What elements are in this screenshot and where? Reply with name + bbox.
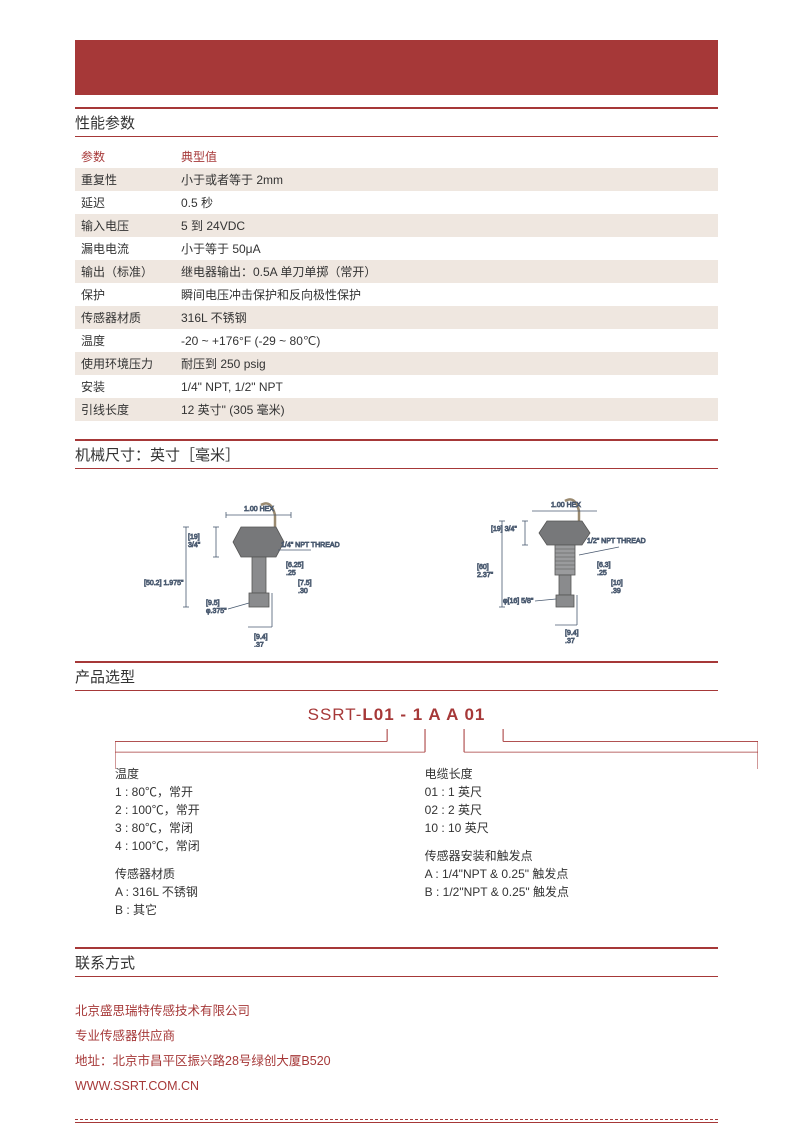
model-group: 传感器安装和触发点A : 1/4"NPT & 0.25" 触发点B : 1/2"… (425, 847, 678, 901)
spec-param: 引线长度 (75, 398, 175, 421)
model-group-title: 传感器材质 (115, 865, 368, 883)
spec-value: 继电器输出：0.5A 单刀单掷（常开） (175, 260, 718, 283)
svg-text:1.00 HEX: 1.00 HEX (244, 506, 274, 513)
model-option: 02 : 2 英尺 (425, 801, 678, 819)
table-row: 传感器材质316L 不锈钢 (75, 306, 718, 329)
svg-text:[9.5]φ.375": [9.5]φ.375" (206, 600, 227, 615)
model-option: 2 : 100℃，常开 (115, 801, 368, 819)
model-option: 1 : 80℃，常开 (115, 783, 368, 801)
spec-param: 延迟 (75, 191, 175, 214)
model-left-col: 温度1 : 80℃，常开2 : 100℃，常开3 : 80℃，常闭4 : 100… (115, 765, 368, 929)
spec-param: 传感器材质 (75, 306, 175, 329)
model-option: B : 其它 (115, 901, 368, 919)
svg-text:[60]2.37": [60]2.37" (477, 564, 494, 579)
spec-header-typ: 典型值 (175, 145, 718, 168)
model-option: 10 : 10 英尺 (425, 819, 678, 837)
table-row: 延迟0.5 秒 (75, 191, 718, 214)
spec-param: 输入电压 (75, 214, 175, 237)
spec-value: 316L 不锈钢 (175, 306, 718, 329)
spec-value: 小于或者等于 2mm (175, 168, 718, 191)
model-group-title: 温度 (115, 765, 368, 783)
spec-value: -20 ~ +176°F (-29 ~ 80℃) (175, 329, 718, 352)
spec-value: 1/4" NPT, 1/2" NPT (175, 375, 718, 398)
spec-value: 5 到 24VDC (175, 214, 718, 237)
spec-value: 12 英寸" (305 毫米) (175, 398, 718, 421)
header-bar (75, 40, 718, 95)
model-prefix: SSRT- (308, 705, 363, 724)
model-code: SSRT-L01 - 1 A A 01 (115, 705, 678, 725)
svg-text:[9.4].37: [9.4].37 (254, 634, 268, 647)
spec-value: 耐压到 250 psig (175, 352, 718, 375)
svg-text:[50.2] 1.975": [50.2] 1.975" (144, 580, 184, 587)
section-title-spec: 性能参数 (75, 107, 718, 137)
contact-tagline: 专业传感器供应商 (75, 1024, 718, 1049)
spec-param: 保护 (75, 283, 175, 306)
svg-text:[19]3/4": [19]3/4" (188, 534, 201, 549)
table-row: 使用环境压力耐压到 250 psig (75, 352, 718, 375)
spec-table: 参数典型值重复性小于或者等于 2mm延迟0.5 秒输入电压5 到 24VDC漏电… (75, 145, 718, 421)
table-row: 温度-20 ~ +176°F (-29 ~ 80℃) (75, 329, 718, 352)
svg-text:φ[16] 5/8": φ[16] 5/8" (503, 598, 534, 605)
contact-website: WWW.SSRT.COM.CN (75, 1074, 718, 1099)
model-group-title: 传感器安装和触发点 (425, 847, 678, 865)
model-option: 01 : 1 英尺 (425, 783, 678, 801)
section-title-dims: 机械尺寸：英寸［毫米］ (75, 439, 718, 469)
svg-text:1.00 HEX: 1.00 HEX (551, 502, 581, 509)
diagram-a: 1.00 HEX 1/4" NPT THREAD [19]3/4" [50.2]… (126, 487, 346, 647)
spec-value: 瞬间电压冲击保护和反向极性保护 (175, 283, 718, 306)
model-connector-lines (115, 729, 758, 769)
model-option: A : 316L 不锈钢 (115, 883, 368, 901)
table-row: 重复性小于或者等于 2mm (75, 168, 718, 191)
section-title-contact: 联系方式 (75, 947, 718, 977)
svg-text:1/2" NPT THREAD: 1/2" NPT THREAD (587, 538, 646, 545)
table-row: 引线长度12 英寸" (305 毫米) (75, 398, 718, 421)
model-option: 4 : 100℃，常闭 (115, 837, 368, 855)
svg-text:[19] 3/4": [19] 3/4" (491, 526, 517, 533)
spec-param: 输出（标准） (75, 260, 175, 283)
spec-param: 温度 (75, 329, 175, 352)
spec-header-param: 参数 (75, 145, 175, 168)
model-group: 电缆长度01 : 1 英尺02 : 2 英尺10 : 10 英尺 (425, 765, 678, 837)
spec-value: 0.5 秒 (175, 191, 718, 214)
svg-text:[9.4].37: [9.4].37 (565, 630, 579, 645)
contact-block: 北京盛思瑞特传感技术有限公司 专业传感器供应商 地址：北京市昌平区振兴路28号绿… (75, 985, 718, 1120)
model-group-title: 电缆长度 (425, 765, 678, 783)
spec-param: 安装 (75, 375, 175, 398)
svg-text:[10].39: [10].39 (611, 580, 623, 595)
spec-value: 小于等于 50μA (175, 237, 718, 260)
diagram-b: 1.00 HEX 1/2" NPT THREAD [19] 3/4" [60]2… (447, 487, 667, 647)
svg-text:[6.3].25: [6.3].25 (597, 562, 611, 577)
table-row: 漏电电流小于等于 50μA (75, 237, 718, 260)
table-row: 保护瞬间电压冲击保护和反向极性保护 (75, 283, 718, 306)
table-row: 输入电压5 到 24VDC (75, 214, 718, 237)
svg-text:[6.25].25: [6.25].25 (286, 562, 304, 577)
model-bold: L01 - 1 A A 01 (362, 705, 485, 724)
spec-param: 重复性 (75, 168, 175, 191)
table-row: 输出（标准）继电器输出：0.5A 单刀单掷（常开） (75, 260, 718, 283)
svg-text:1/4" NPT THREAD: 1/4" NPT THREAD (281, 542, 340, 549)
diagram-row: 1.00 HEX 1/4" NPT THREAD [19]3/4" [50.2]… (75, 477, 718, 661)
model-option: B : 1/2"NPT & 0.25" 触发点 (425, 883, 678, 901)
contact-company: 北京盛思瑞特传感技术有限公司 (75, 999, 718, 1024)
model-group: 温度1 : 80℃，常开2 : 100℃，常开3 : 80℃，常闭4 : 100… (115, 765, 368, 855)
model-group: 传感器材质A : 316L 不锈钢B : 其它 (115, 865, 368, 919)
svg-text:[7.5].30: [7.5].30 (298, 580, 312, 595)
spec-param: 漏电电流 (75, 237, 175, 260)
model-block: SSRT-L01 - 1 A A 01 温度1 : 80℃，常开2 : 100℃… (75, 699, 718, 947)
table-row: 安装1/4" NPT, 1/2" NPT (75, 375, 718, 398)
model-option: A : 1/4"NPT & 0.25" 触发点 (425, 865, 678, 883)
contact-address: 地址：北京市昌平区振兴路28号绿创大厦B520 (75, 1049, 718, 1074)
spec-param: 使用环境压力 (75, 352, 175, 375)
section-title-model: 产品选型 (75, 661, 718, 691)
model-right-col: 电缆长度01 : 1 英尺02 : 2 英尺10 : 10 英尺传感器安装和触发… (425, 765, 678, 929)
model-option: 3 : 80℃，常闭 (115, 819, 368, 837)
